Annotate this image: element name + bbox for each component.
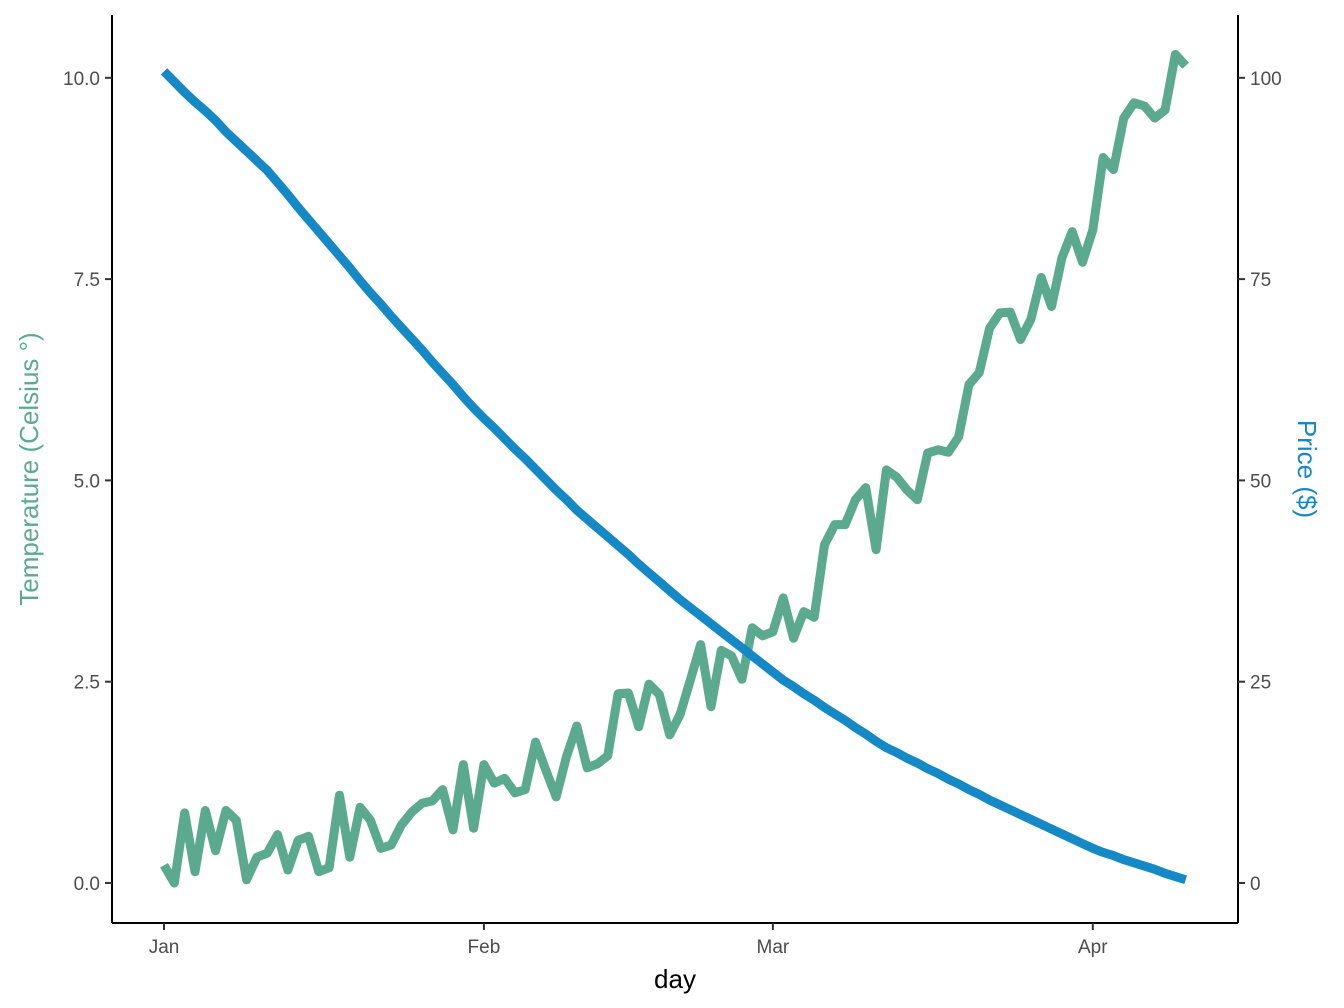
y2-axis-title: Price ($) [1292,420,1322,518]
y-axis-title: Temperature (Celsius °) [14,332,44,605]
x-tick-label: Feb [468,937,501,958]
line-series [160,49,1189,888]
y2-tick-label: 0 [1250,874,1261,895]
x-tick-label: Mar [757,937,790,958]
x-axis-title: day [654,964,696,994]
y2-tick-label: 75 [1250,270,1271,291]
y2-tick-label: 25 [1250,673,1271,694]
y-tick-label: 5.0 [74,471,100,492]
y2-tick-label: 50 [1250,471,1271,492]
y-tick-label: 0.0 [74,874,100,895]
x-tick-label: Jan [149,937,180,958]
y-tick-label: 2.5 [74,673,100,694]
y-tick-label: 10.0 [63,69,100,90]
y-tick-label: 7.5 [74,270,100,291]
line-series [160,68,1188,885]
x-tick-label: Apr [1078,937,1108,958]
y2-tick-label: 100 [1250,69,1282,90]
